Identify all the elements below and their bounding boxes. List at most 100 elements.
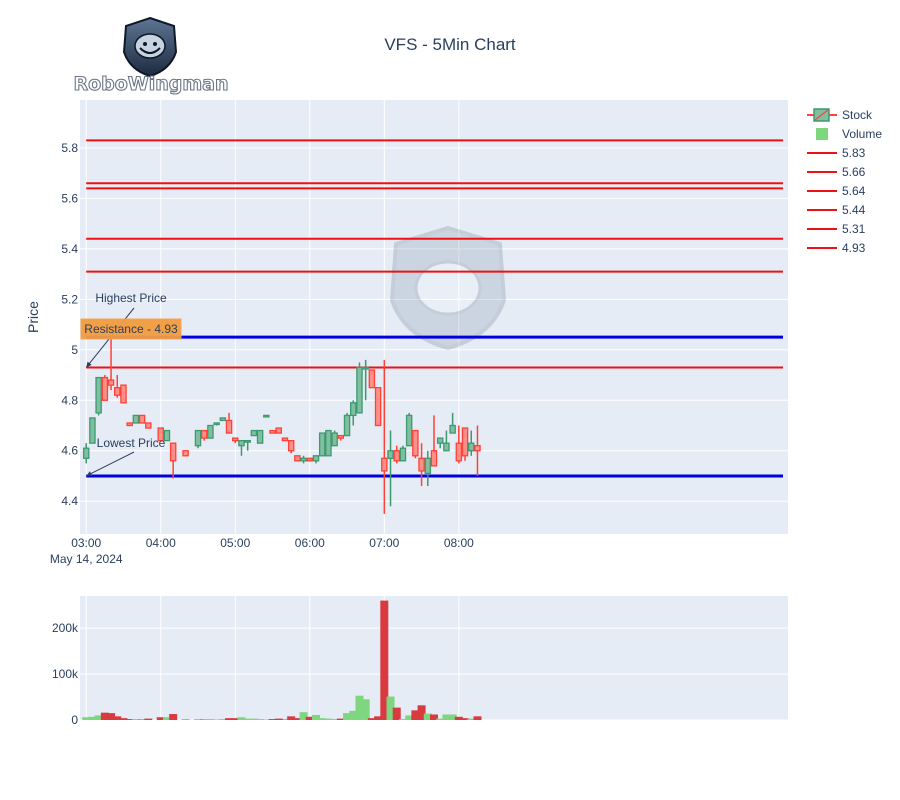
candle xyxy=(244,439,251,451)
candle-body xyxy=(256,429,264,444)
legend-label: 5.83 xyxy=(842,146,866,160)
volume-bar xyxy=(305,716,314,720)
candle xyxy=(132,414,140,424)
candle-body xyxy=(337,434,345,439)
candle xyxy=(343,412,351,437)
candle-body xyxy=(163,429,171,442)
candle-body xyxy=(362,366,369,370)
date-tick-label: May 14, 2024 xyxy=(50,552,123,566)
candle xyxy=(374,387,382,427)
candle-body xyxy=(95,376,102,414)
candle xyxy=(387,430,394,507)
candle-body xyxy=(306,457,314,462)
candle-body xyxy=(294,455,301,462)
volume-bar xyxy=(392,707,401,720)
legend-item: 5.83 xyxy=(807,146,866,160)
candle xyxy=(393,445,400,464)
candle xyxy=(120,384,127,404)
candle-body xyxy=(219,417,227,422)
candle xyxy=(169,442,177,479)
candle xyxy=(157,427,164,442)
y-axis-label: Price xyxy=(25,301,41,333)
candle xyxy=(294,455,301,462)
price-tick-label: 4.4 xyxy=(61,494,78,508)
time-axis-ticks: 03:00 May 14, 2024 04:00 05:00 06:00 07:00 08:… xyxy=(50,536,474,566)
legend-item: 5.66 xyxy=(807,165,866,179)
candle-body xyxy=(263,414,270,418)
candle xyxy=(300,455,307,464)
volume-bar xyxy=(473,716,482,720)
volume-bar xyxy=(398,719,407,720)
volume-bar xyxy=(231,718,240,720)
legend-label: 5.31 xyxy=(842,222,866,236)
candle xyxy=(412,429,419,459)
candle-body xyxy=(238,439,245,447)
candle-body xyxy=(312,455,320,462)
price-tick-label: 4.6 xyxy=(61,444,78,458)
volume-bar xyxy=(169,714,178,720)
price-axis-ticks: 4.4 4.6 4.8 5 5.2 5.4 5.6 5.8 xyxy=(61,141,78,508)
volume-bar xyxy=(156,717,165,720)
time-tick-label: 08:00 xyxy=(444,536,474,550)
volume-bar xyxy=(318,718,327,720)
time-tick-label: 06:00 xyxy=(295,536,325,550)
legend-label: 5.66 xyxy=(842,165,866,179)
candle xyxy=(443,430,450,452)
price-tick-label: 5.4 xyxy=(61,242,78,256)
candle-body xyxy=(269,429,276,434)
candle xyxy=(225,412,233,434)
time-tick-label: 03:00 xyxy=(71,536,101,550)
candle-body xyxy=(120,384,127,404)
candle-body xyxy=(281,437,289,442)
volume-bar xyxy=(430,714,438,720)
candle xyxy=(194,429,202,449)
candle xyxy=(405,412,413,447)
volume-bar xyxy=(374,716,383,720)
candle-body xyxy=(232,437,239,442)
candle-body xyxy=(455,442,463,462)
volume-bar xyxy=(380,600,389,720)
candle-body xyxy=(356,366,363,414)
volume-bar xyxy=(448,714,457,720)
candle-body xyxy=(331,432,338,447)
legend: Stock Volume 5.83 5.66 5.64 5.44 5.31 4.93 xyxy=(807,108,882,255)
candle xyxy=(213,422,220,426)
volume-bar xyxy=(100,712,109,720)
legend-item: Volume xyxy=(816,127,882,141)
candle xyxy=(312,455,320,464)
volume-bar xyxy=(461,718,470,720)
candle xyxy=(461,427,469,461)
candle-body xyxy=(89,417,96,444)
volume-bar xyxy=(355,695,364,720)
legend-label: 5.64 xyxy=(842,184,866,198)
logo-text: RoboWingman xyxy=(73,73,228,95)
candle-body xyxy=(107,379,115,386)
volume-bar xyxy=(349,710,358,720)
price-range-lines xyxy=(86,335,783,478)
candle-body xyxy=(474,445,481,452)
watermark-helmet-icon xyxy=(389,225,507,351)
candle-body xyxy=(157,427,164,442)
volume-bar xyxy=(144,718,153,720)
volume-bar xyxy=(287,716,296,720)
candle-body xyxy=(213,422,220,426)
candle-body xyxy=(244,439,251,443)
volume-bar xyxy=(138,719,147,720)
candle xyxy=(256,429,264,444)
candle-body xyxy=(194,429,202,447)
time-tick-label: 05:00 xyxy=(220,536,250,550)
price-tick-label: 5.2 xyxy=(61,292,78,306)
candle xyxy=(362,359,369,401)
candle-body xyxy=(318,432,326,457)
volume-bar xyxy=(312,714,320,720)
candle xyxy=(219,417,227,422)
candle-body xyxy=(412,429,419,457)
legend-item: 4.93 xyxy=(807,241,866,255)
lowest-price-annotation: Lowest Price xyxy=(85,436,166,477)
volume-bar xyxy=(125,719,134,720)
candle-body xyxy=(424,457,432,475)
candle xyxy=(114,375,121,398)
candle xyxy=(306,457,314,462)
candle xyxy=(318,432,326,457)
candle xyxy=(95,376,102,416)
